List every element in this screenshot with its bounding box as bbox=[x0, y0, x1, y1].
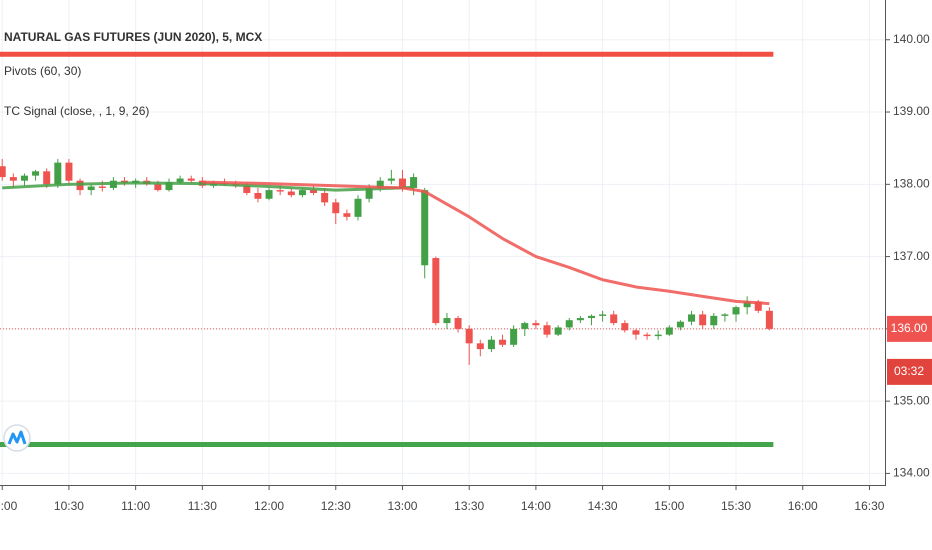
indicator-label: TC Signal (close, , 1, 9, 26) bbox=[4, 104, 149, 118]
candle-body bbox=[343, 213, 351, 217]
candle-body bbox=[87, 186, 95, 191]
axes: 134.00 135.00 136.00 137.00 138.00 139.00 140.… bbox=[0, 32, 932, 513]
candle-body bbox=[721, 314, 729, 316]
x-tick-label: 15:30 bbox=[721, 499, 751, 513]
candle-body bbox=[532, 323, 540, 326]
candle-body bbox=[688, 314, 696, 322]
candle-body bbox=[610, 314, 618, 324]
chart-title: NATURAL GAS FUTURES (JUN 2020), 5, MCX bbox=[4, 30, 262, 44]
grid bbox=[0, 0, 885, 485]
x-tick-label: 14:00 bbox=[521, 499, 551, 513]
candle-body bbox=[732, 307, 740, 315]
countdown-label: 03:32 bbox=[894, 364, 924, 378]
candle-body bbox=[521, 323, 529, 329]
candle-body bbox=[154, 184, 162, 191]
x-tick-label: 15:00 bbox=[654, 499, 684, 513]
candle-body bbox=[765, 310, 773, 329]
x-tick-label: 16:00 bbox=[788, 499, 818, 513]
candle-body bbox=[276, 190, 284, 192]
candle-body bbox=[499, 339, 507, 345]
candle-body bbox=[310, 190, 318, 193]
candle-body bbox=[32, 171, 40, 176]
candle-body bbox=[654, 334, 662, 337]
candle-body bbox=[332, 202, 340, 214]
candle-body bbox=[410, 177, 418, 188]
candle-body bbox=[421, 190, 429, 266]
candle-body bbox=[365, 187, 373, 199]
candle-body bbox=[443, 318, 451, 324]
last-price-box bbox=[887, 315, 932, 342]
y-tick-label: 140.00 bbox=[893, 32, 930, 46]
plot bbox=[0, 51, 885, 448]
candle-body bbox=[587, 315, 595, 319]
candle-body bbox=[487, 339, 495, 350]
logo-mark bbox=[7, 430, 27, 445]
candle-body bbox=[187, 178, 195, 181]
logo bbox=[3, 424, 31, 452]
candle-body bbox=[243, 185, 251, 193]
candle-body bbox=[54, 162, 62, 185]
candle-body bbox=[65, 162, 73, 181]
candle-body bbox=[554, 327, 562, 335]
x-tick-label: 12:30 bbox=[321, 499, 351, 513]
x-tick-label: 14:30 bbox=[588, 499, 618, 513]
candle-body bbox=[298, 190, 306, 196]
candle-body bbox=[43, 171, 51, 185]
candle-body bbox=[743, 301, 751, 308]
candle-body bbox=[9, 177, 17, 181]
candle-body bbox=[165, 182, 173, 191]
candle-body bbox=[754, 301, 762, 311]
last-price-label: 136.00 bbox=[891, 321, 928, 335]
candle-body bbox=[643, 334, 651, 337]
candle-body bbox=[98, 186, 106, 188]
indicator-label: Pivots (60, 30) bbox=[4, 64, 81, 78]
candle-body bbox=[398, 178, 406, 188]
y-tick-label: 139.00 bbox=[893, 104, 930, 118]
candle-body bbox=[510, 328, 518, 345]
candle-body bbox=[676, 321, 684, 328]
candle-body bbox=[710, 315, 718, 326]
x-tick-label: 16:30 bbox=[854, 499, 884, 513]
candle-body bbox=[321, 192, 329, 203]
y-tick-label: 137.00 bbox=[893, 249, 930, 263]
candle-body bbox=[476, 343, 484, 350]
candle-body bbox=[0, 166, 6, 178]
candle-body bbox=[287, 191, 295, 196]
x-tick-label: 11:00 bbox=[121, 499, 150, 513]
candle-body bbox=[576, 318, 584, 321]
candle-body bbox=[465, 328, 473, 344]
y-tick-label: 138.00 bbox=[893, 176, 930, 190]
candle-body bbox=[565, 320, 573, 328]
candle-body bbox=[265, 190, 273, 199]
candle-body bbox=[387, 178, 395, 181]
x-tick-label: 12:00 bbox=[254, 499, 284, 513]
y-tick-label: 134.00 bbox=[893, 466, 930, 480]
x-tick-label: 10:00 bbox=[0, 499, 18, 513]
candle-body bbox=[354, 198, 362, 217]
candle-body bbox=[176, 178, 184, 183]
x-tick-label: 13:30 bbox=[454, 499, 484, 513]
candle-body bbox=[599, 314, 607, 316]
candle-body bbox=[699, 314, 707, 326]
x-tick-label: 10:30 bbox=[54, 499, 84, 513]
x-tick-label: 11:30 bbox=[188, 499, 217, 513]
candle-body bbox=[632, 330, 640, 335]
candle-body bbox=[621, 323, 629, 331]
candle-body bbox=[665, 327, 673, 335]
signal-line bbox=[202, 180, 770, 306]
candle-body bbox=[20, 175, 28, 181]
candle-body bbox=[432, 258, 440, 324]
candle-body bbox=[376, 180, 384, 188]
countdown-box bbox=[887, 358, 932, 385]
candle-body bbox=[543, 325, 551, 335]
candle-body bbox=[254, 192, 262, 199]
x-tick-label: 13:00 bbox=[387, 499, 417, 513]
y-tick-label: 135.00 bbox=[893, 393, 930, 407]
candle-body bbox=[454, 318, 462, 329]
